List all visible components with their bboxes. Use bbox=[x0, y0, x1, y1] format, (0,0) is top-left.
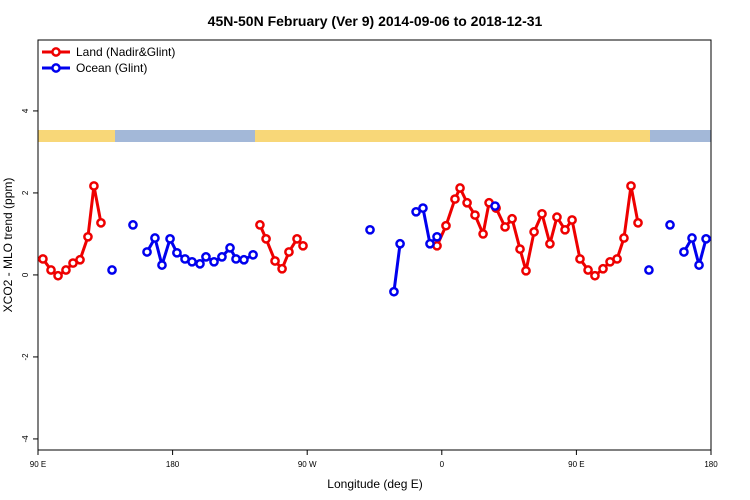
data-point bbox=[521, 265, 531, 276]
data-point bbox=[515, 244, 525, 254]
data-point bbox=[552, 212, 562, 222]
legend-label: Land (Nadir&Glint) bbox=[76, 45, 175, 59]
data-point bbox=[395, 238, 405, 249]
data-point bbox=[231, 254, 241, 264]
data-point bbox=[261, 234, 271, 244]
data-point bbox=[633, 218, 643, 228]
legend-label: Ocean (Glint) bbox=[76, 61, 147, 75]
data-point bbox=[187, 256, 197, 267]
data-point bbox=[507, 213, 517, 224]
data-point bbox=[687, 233, 697, 243]
data-point bbox=[89, 181, 99, 191]
y-tick-label: -4 bbox=[21, 435, 30, 443]
x-axis-label: Longitude (deg E) bbox=[327, 477, 422, 491]
data-point bbox=[239, 254, 249, 265]
data-point bbox=[567, 215, 577, 225]
series-line bbox=[41, 184, 640, 278]
data-point bbox=[142, 247, 152, 257]
data-point bbox=[450, 194, 460, 204]
data-point bbox=[96, 218, 106, 228]
data-point bbox=[255, 220, 265, 230]
data-point bbox=[217, 252, 227, 262]
x-tick-label: 180 bbox=[166, 460, 180, 469]
data-point bbox=[298, 240, 308, 251]
data-point bbox=[128, 220, 138, 230]
data-point bbox=[679, 247, 689, 257]
data-point bbox=[619, 233, 629, 243]
map-land bbox=[255, 130, 650, 142]
data-point bbox=[83, 231, 93, 242]
data-point bbox=[432, 231, 442, 242]
data-point bbox=[583, 265, 593, 275]
data-point bbox=[38, 254, 48, 264]
map-land bbox=[38, 130, 115, 142]
data-point bbox=[150, 233, 160, 243]
data-point bbox=[389, 286, 399, 297]
data-point bbox=[478, 229, 488, 239]
data-point bbox=[248, 249, 258, 260]
data-point bbox=[292, 234, 302, 244]
data-point bbox=[500, 222, 510, 232]
data-point bbox=[545, 238, 555, 249]
data-point bbox=[665, 220, 675, 230]
data-point bbox=[201, 252, 211, 262]
data-point bbox=[598, 263, 608, 274]
data-point bbox=[470, 210, 480, 220]
data-point bbox=[270, 256, 280, 266]
data-point bbox=[455, 183, 465, 193]
data-point bbox=[75, 254, 85, 265]
data-point bbox=[560, 224, 570, 235]
x-tick-label: 90 E bbox=[568, 460, 584, 469]
data-point bbox=[61, 265, 71, 275]
data-point bbox=[529, 227, 539, 237]
x-tick-label: 0 bbox=[440, 460, 445, 469]
data-point bbox=[590, 270, 600, 281]
data-point bbox=[441, 220, 451, 231]
chart-title: 45N-50N February (Ver 9) 2014-09-06 to 2… bbox=[208, 13, 543, 29]
data-point bbox=[225, 243, 235, 253]
data-point bbox=[490, 201, 500, 211]
y-axis-label: XCO2 - MLO trend (ppm) bbox=[1, 178, 15, 313]
legend-marker bbox=[51, 47, 61, 57]
data-point bbox=[284, 247, 294, 257]
y-tick-label: -2 bbox=[21, 353, 30, 361]
legend-marker bbox=[51, 63, 61, 73]
data-point bbox=[172, 247, 182, 258]
data-point bbox=[53, 270, 63, 281]
data-point bbox=[462, 197, 472, 208]
data-point bbox=[107, 265, 117, 275]
x-tick-label: 90 W bbox=[298, 460, 317, 469]
data-point bbox=[701, 234, 711, 244]
x-tick-label: 90 E bbox=[30, 460, 46, 469]
data-point bbox=[209, 256, 219, 267]
data-point bbox=[277, 263, 287, 274]
data-point bbox=[157, 260, 167, 270]
data-point bbox=[575, 254, 585, 264]
plot-frame bbox=[37, 39, 712, 451]
data-point bbox=[411, 206, 421, 217]
y-tick-label: 0 bbox=[21, 272, 30, 277]
data-point bbox=[418, 203, 428, 213]
y-tick-label: 4 bbox=[21, 108, 30, 113]
data-point bbox=[365, 224, 375, 235]
data-point bbox=[694, 260, 704, 270]
x-tick-label: 180 bbox=[704, 460, 718, 469]
data-point bbox=[165, 234, 175, 244]
data-point bbox=[425, 238, 435, 249]
data-point bbox=[46, 265, 56, 275]
y-tick-label: 2 bbox=[21, 190, 30, 195]
data-point bbox=[644, 265, 654, 275]
data-point bbox=[537, 208, 547, 219]
data-point bbox=[612, 254, 622, 264]
data-point bbox=[195, 259, 205, 269]
data-point bbox=[626, 181, 636, 191]
